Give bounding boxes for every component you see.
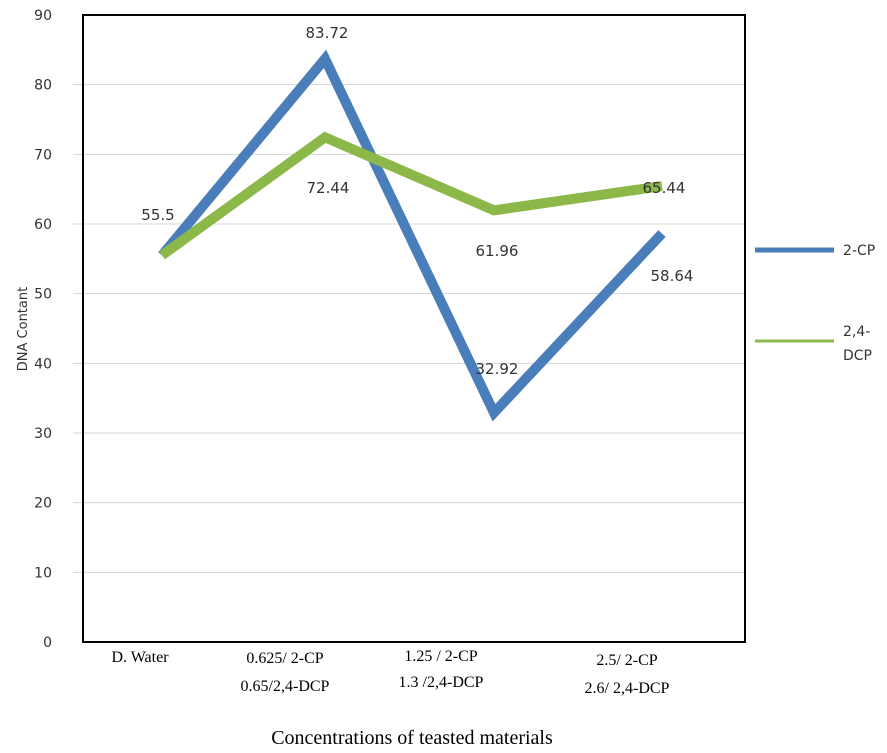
- data-label: 61.96: [476, 242, 519, 260]
- x-category-label: 1.25 / 2-CP: [404, 648, 477, 665]
- x-category-label: 2.5/ 2-CP: [596, 652, 657, 669]
- y-tick-label: 20: [34, 496, 52, 512]
- y-tick-label: 0: [43, 635, 52, 651]
- data-label: 72.44: [307, 179, 350, 197]
- data-label: 58.64: [651, 267, 694, 285]
- y-tick-label: 60: [34, 217, 52, 233]
- legend-label-2-4-dcp: 2,4-: [843, 324, 870, 340]
- y-tick-label: 30: [34, 426, 52, 442]
- legend: 2-CP 2,4- DCP: [755, 243, 875, 364]
- gridlines: [73, 84, 745, 573]
- x-category-label: D. Water: [111, 649, 169, 666]
- x-category-label: 1.3 /2,4-DCP: [399, 674, 484, 691]
- data-labels: 55.5 83.72 72.44 61.96 32.92 65.44 58.64: [141, 24, 693, 378]
- y-tick-label: 50: [34, 287, 52, 303]
- x-category-label: 0.625/ 2-CP: [246, 650, 323, 667]
- data-label: 65.44: [643, 179, 686, 197]
- data-label: 55.5: [141, 206, 174, 224]
- y-tick-label: 80: [34, 78, 52, 94]
- y-axis-ticks: 0 10 20 30 40 50 60 70 80 90: [34, 8, 52, 651]
- y-tick-label: 70: [34, 147, 52, 163]
- y-tick-label: 10: [34, 565, 52, 581]
- data-label: 83.72: [306, 24, 349, 42]
- series-line-2-cp: [158, 49, 666, 422]
- series-line-2-4-dcp: [159, 131, 663, 260]
- legend-label-2-cp: 2-CP: [843, 243, 875, 259]
- legend-label-2-4-dcp: DCP: [843, 348, 872, 364]
- y-tick-label: 90: [34, 8, 52, 24]
- series-lines: [158, 49, 666, 422]
- x-axis-label: Concentrations of teasted materials: [271, 727, 553, 749]
- x-category-label: 0.65/2,4-DCP: [241, 678, 330, 695]
- data-label: 32.92: [476, 360, 519, 378]
- x-axis-categories: D. Water 0.625/ 2-CP 0.65/2,4-DCP 1.25 / 2-…: [111, 648, 669, 697]
- x-category-label: 2.6/ 2,4-DCP: [585, 680, 670, 697]
- y-tick-label: 40: [34, 356, 52, 372]
- y-axis-label: DNA Contant: [16, 287, 31, 371]
- plot-frame: [82, 14, 746, 643]
